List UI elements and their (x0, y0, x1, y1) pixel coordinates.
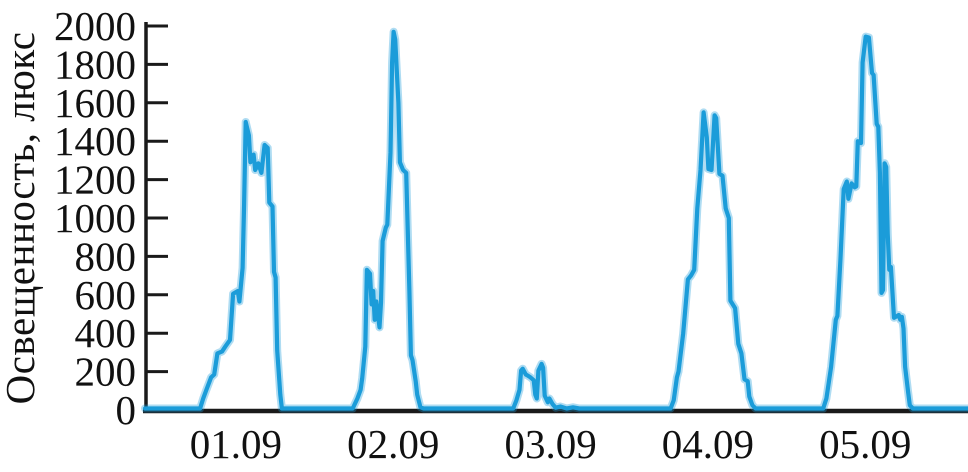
y-axis-title: Освещенность, люкс (0, 32, 43, 405)
y-tick-label: 600 (75, 272, 137, 318)
x-tick-label: 04.09 (662, 421, 754, 467)
y-tick-label: 1400 (54, 118, 136, 164)
y-tick-label: 800 (75, 233, 137, 279)
x-tick-label: 02.09 (347, 421, 439, 467)
x-tick-label: 03.09 (504, 421, 596, 467)
y-tick-label: 400 (75, 310, 137, 356)
y-tick-label: 1200 (54, 157, 136, 203)
y-tick-label: 200 (75, 349, 137, 395)
y-tick-label: 1000 (54, 195, 136, 241)
series-line (142, 29, 968, 411)
series-line-halo (141, 27, 968, 413)
y-tick-label: 0 (116, 387, 137, 433)
x-tick-label: 01.09 (190, 421, 282, 467)
y-tick-label: 1800 (54, 41, 136, 87)
y-tick-label: 1600 (54, 80, 136, 126)
x-tick-label: 05.09 (819, 421, 911, 467)
y-tick-label: 2000 (54, 3, 136, 49)
